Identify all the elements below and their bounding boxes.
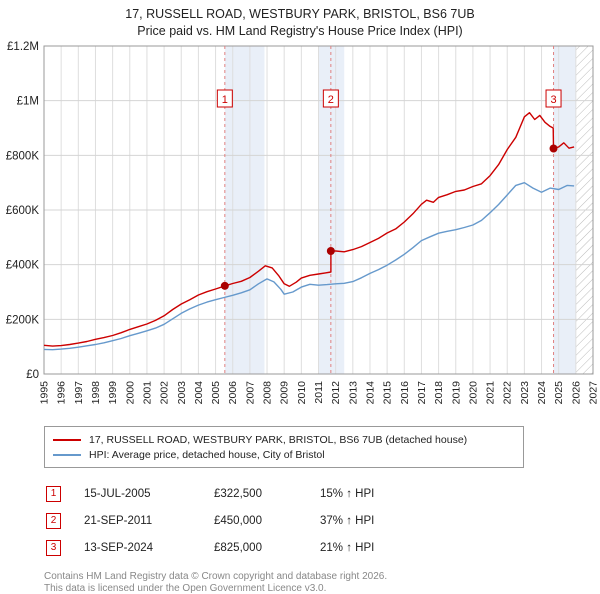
license-footer: Contains HM Land Registry data © Crown c… (44, 571, 600, 594)
legend-item-hpi: HPI: Average price, detached house, City… (53, 447, 515, 462)
svg-text:£400K: £400K (6, 260, 40, 272)
svg-text:2003: 2003 (176, 381, 188, 405)
table-row: 2 21-SEP-2011 £450,000 37% ↑ HPI (46, 507, 600, 534)
svg-text:2002: 2002 (159, 381, 171, 405)
footer-line-2: This data is licensed under the Open Gov… (44, 583, 600, 594)
svg-text:2013: 2013 (347, 381, 359, 405)
transaction-table: 1 15-JUL-2005 £322,500 15% ↑ HPI 2 21-SE… (46, 480, 600, 561)
svg-text:2016: 2016 (399, 381, 411, 405)
footer-line-1: Contains HM Land Registry data © Crown c… (44, 571, 600, 583)
svg-text:3: 3 (550, 94, 556, 106)
svg-text:£1M: £1M (17, 96, 39, 108)
svg-text:£600K: £600K (6, 205, 40, 217)
svg-text:2006: 2006 (227, 381, 239, 405)
legend-item-property: 17, RUSSELL ROAD, WESTBURY PARK, BRISTOL… (53, 432, 515, 447)
transaction-2-marker: 2 (46, 513, 61, 529)
chart-header: 17, RUSSELL ROAD, WESTBURY PARK, BRISTOL… (0, 0, 600, 40)
svg-text:2015: 2015 (382, 381, 394, 405)
transaction-1-marker: 1 (46, 486, 61, 502)
svg-text:2009: 2009 (279, 381, 291, 405)
transaction-3-hpi-delta: 21% ↑ HPI (320, 542, 600, 554)
svg-text:2001: 2001 (141, 381, 153, 405)
svg-text:1997: 1997 (73, 381, 85, 405)
svg-text:2019: 2019 (450, 381, 462, 405)
chart-plot-area: 1 2 3 £0 £200K £400K £600K £800K £1M £1.2M 1995 199… (6, 41, 600, 404)
svg-text:2027: 2027 (588, 381, 600, 405)
svg-text:£800K: £800K (6, 150, 40, 162)
transaction-1-price: £322,500 (214, 488, 320, 500)
svg-text:1999: 1999 (107, 381, 119, 405)
svg-text:£0: £0 (26, 369, 39, 381)
svg-text:2004: 2004 (193, 381, 205, 405)
svg-text:2008: 2008 (262, 381, 274, 405)
svg-text:2026: 2026 (570, 381, 582, 405)
table-row: 1 15-JUL-2005 £322,500 15% ↑ HPI (46, 480, 600, 507)
svg-text:2024: 2024 (536, 381, 548, 405)
page-subtitle: Price paid vs. HM Land Registry's House … (0, 23, 600, 40)
svg-text:2000: 2000 (124, 381, 136, 405)
transaction-2-date: 21-SEP-2011 (84, 515, 214, 527)
transaction-1-date: 15-JUL-2005 (84, 488, 214, 500)
transaction-1-hpi-delta: 15% ↑ HPI (320, 488, 600, 500)
transaction-3-marker: 3 (46, 540, 61, 556)
svg-text:£1.2M: £1.2M (7, 41, 39, 53)
table-row: 3 13-SEP-2024 £825,000 21% ↑ HPI (46, 534, 600, 561)
svg-text:2021: 2021 (485, 381, 497, 405)
svg-text:2005: 2005 (210, 381, 222, 405)
svg-text:2010: 2010 (296, 381, 308, 405)
red-line-swatch (53, 439, 81, 441)
svg-text:2: 2 (328, 94, 334, 106)
svg-text:2022: 2022 (502, 381, 514, 405)
svg-text:2014: 2014 (364, 381, 376, 405)
chart-legend: 17, RUSSELL ROAD, WESTBURY PARK, BRISTOL… (44, 426, 524, 468)
transaction-2-price: £450,000 (214, 515, 320, 527)
svg-text:1996: 1996 (56, 381, 68, 405)
svg-text:1998: 1998 (90, 381, 102, 405)
price-chart: 1 2 3 £0 £200K £400K £600K £800K £1M £1.2M 1995 199… (0, 40, 600, 420)
svg-text:2017: 2017 (416, 381, 428, 405)
transaction-2-hpi-delta: 37% ↑ HPI (320, 515, 600, 527)
svg-text:1: 1 (222, 94, 228, 106)
legend-label-hpi: HPI: Average price, detached house, City… (89, 449, 325, 461)
svg-text:2018: 2018 (433, 381, 445, 405)
svg-text:1995: 1995 (39, 381, 51, 405)
svg-text:2023: 2023 (519, 381, 531, 405)
svg-text:2012: 2012 (330, 381, 342, 405)
transaction-3-price: £825,000 (214, 542, 320, 554)
page-title: 17, RUSSELL ROAD, WESTBURY PARK, BRISTOL… (0, 6, 600, 23)
svg-text:2025: 2025 (553, 381, 565, 405)
blue-line-swatch (53, 454, 81, 456)
svg-text:2020: 2020 (467, 381, 479, 405)
transaction-3-date: 13-SEP-2024 (84, 542, 214, 554)
svg-text:2011: 2011 (313, 381, 325, 404)
legend-label-property: 17, RUSSELL ROAD, WESTBURY PARK, BRISTOL… (89, 434, 467, 446)
svg-text:£200K: £200K (6, 314, 40, 326)
svg-text:2007: 2007 (244, 381, 256, 405)
